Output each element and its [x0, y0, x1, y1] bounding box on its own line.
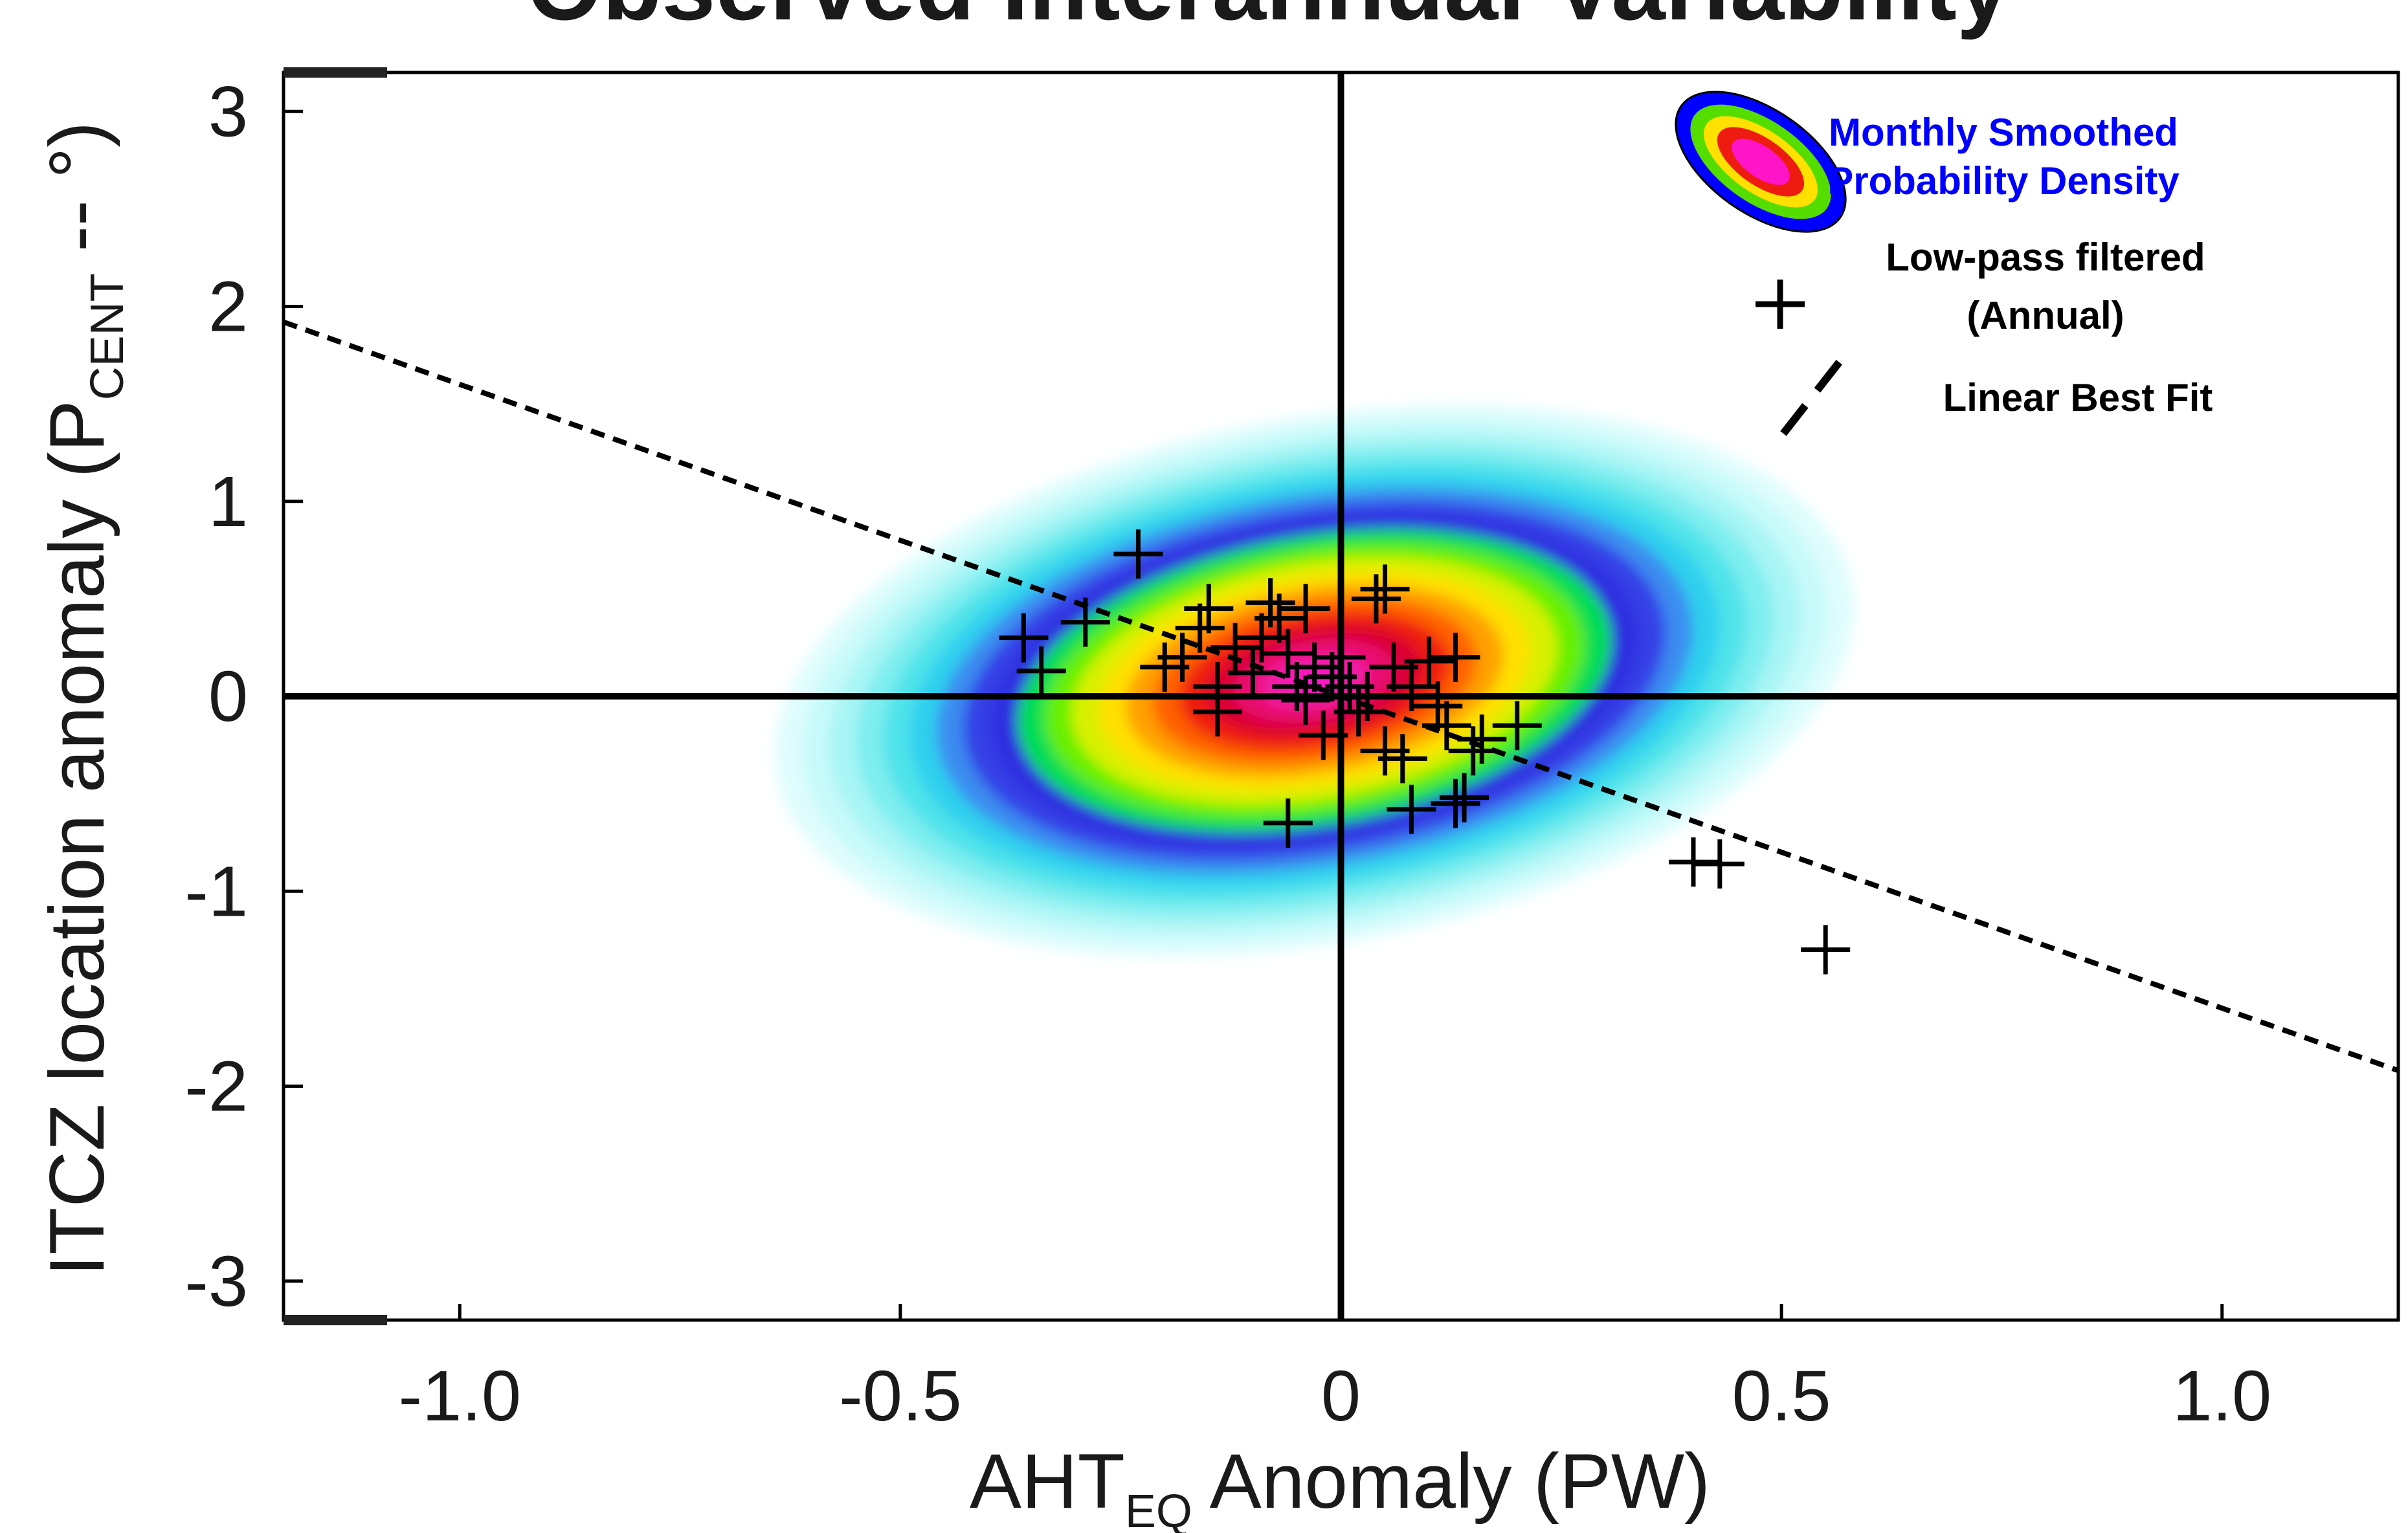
legend-fit-line-sample	[1780, 357, 1845, 436]
plus-marker-45	[1695, 839, 1745, 889]
plus-marker-39	[1492, 701, 1542, 751]
plus-marker-42	[1431, 778, 1480, 828]
plus-marker-35	[1421, 701, 1471, 751]
legend-density-label-1: Monthly Smoothed	[1829, 111, 2178, 154]
plus-marker-36	[1431, 632, 1480, 682]
x-tick-label-4: 0.5	[1732, 1356, 1831, 1436]
plus-marker-12	[1228, 648, 1278, 698]
legend-density-label-2: Probability Density	[1827, 159, 2179, 203]
plus-marker-3	[1060, 597, 1110, 647]
plus-marker-34	[1413, 681, 1463, 731]
x-tick-label-1: -1.0	[398, 1356, 521, 1436]
legend-points-label-2: (Annual)	[1967, 294, 2124, 337]
plus-marker-4	[1113, 529, 1163, 579]
x-axis-ticks: -1.0 -0.5 0 0.5 1.0	[398, 1304, 2271, 1436]
plus-marker-31	[1377, 734, 1427, 784]
x-tick-label-3: 0	[1321, 1356, 1361, 1436]
plus-marker-21	[1299, 711, 1348, 760]
plus-marker-40	[1263, 798, 1313, 848]
y-tick-label-4: 0	[208, 657, 248, 736]
y-axis-label: ITCZ location anomaly (PCENT -- °)	[34, 122, 133, 1276]
plus-marker-37	[1448, 726, 1498, 776]
y-tick-label-1: 3	[208, 72, 248, 151]
annual-markers	[999, 529, 1851, 975]
y-tick-label-5: -1	[184, 852, 248, 931]
y-tick-label-3: 1	[208, 462, 248, 542]
legend-density-swatch	[1675, 91, 1847, 233]
plus-marker-33	[1404, 636, 1454, 686]
x-tick-label-5: 1.0	[2172, 1356, 2271, 1436]
plus-marker-46	[1801, 925, 1851, 975]
y-tick-label-6: -2	[184, 1047, 248, 1127]
plus-marker-28	[1360, 564, 1410, 614]
plus-marker-41	[1387, 784, 1436, 834]
plus-marker-10	[1192, 687, 1242, 737]
plus-marker-26	[1343, 672, 1392, 721]
plus-marker-32	[1387, 661, 1436, 711]
plus-marker-2	[1016, 646, 1066, 696]
plus-marker-15	[1254, 593, 1304, 643]
y-tick-label-2: 2	[208, 267, 248, 347]
plus-marker-27	[1351, 574, 1401, 624]
plus-marker-16	[1263, 628, 1313, 678]
plus-marker-19	[1281, 584, 1331, 634]
plus-marker-43	[1440, 773, 1489, 822]
y-tick-label-7: -3	[184, 1242, 248, 1321]
plus-marker-1	[999, 613, 1049, 663]
plot-area	[284, 72, 2398, 1320]
plus-marker-38	[1457, 714, 1507, 764]
plus-marker-6	[1157, 632, 1207, 682]
legend-points-label-1: Low-pass filtered	[1886, 236, 2205, 279]
plus-marker-11	[1210, 623, 1260, 672]
chart-title: Observed Interannual Variability	[527, 0, 2011, 40]
y-axis-ticks: 3 2 1 0 -1 -2 -3	[184, 67, 387, 1325]
x-tick-label-2: -0.5	[839, 1356, 962, 1436]
legend-fit-label: Linear Best Fit	[1943, 376, 2213, 419]
plus-marker-8	[1184, 584, 1234, 634]
linear-best-fit-line	[284, 319, 2398, 1074]
plus-marker-23	[1316, 632, 1366, 682]
legend: Monthly Smoothed Probability Density Low…	[1675, 91, 2213, 436]
plus-marker-7	[1175, 603, 1225, 653]
x-axis-label: AHTEQ Anomaly (PW)	[970, 1438, 1710, 1533]
legend-plus-marker	[1756, 280, 1805, 329]
plus-marker-18	[1281, 676, 1331, 725]
